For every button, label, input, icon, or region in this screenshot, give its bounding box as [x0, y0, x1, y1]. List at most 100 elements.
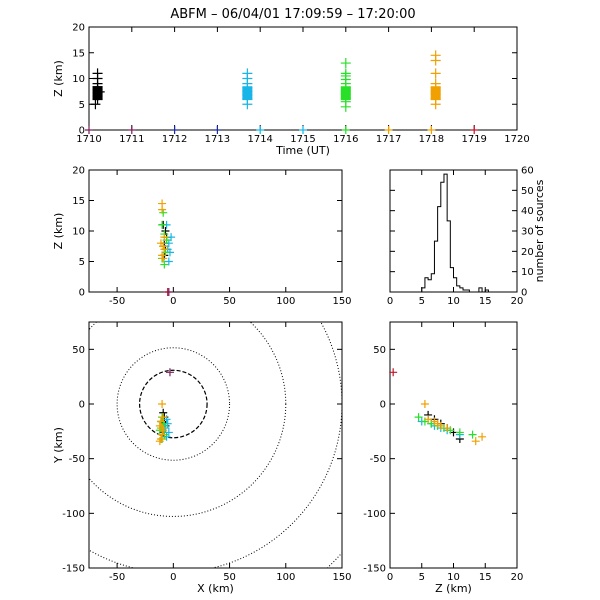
data-point — [430, 50, 441, 61]
data-point — [430, 78, 441, 89]
y-tick-label: 0 — [79, 288, 85, 299]
x-tick-label: 1714 — [247, 134, 272, 145]
data-point — [160, 233, 169, 242]
ground-marker — [164, 288, 173, 296]
y-tick-label: -150 — [62, 564, 85, 575]
x-tick-label: 5 — [419, 572, 425, 583]
ground-marker — [213, 126, 222, 134]
x-tick-label: 20 — [511, 296, 524, 307]
series-orange — [155, 400, 168, 446]
x-tick-label: -50 — [109, 572, 125, 583]
series-orange — [156, 199, 169, 263]
x-tick-label: 1716 — [333, 134, 358, 145]
x-tick-label: 1719 — [461, 134, 486, 145]
data-point — [164, 257, 173, 266]
x-tick-label: 1720 — [504, 134, 529, 145]
range-rings — [89, 322, 342, 568]
ground-marker — [85, 126, 93, 134]
y-tick-label: 5 — [79, 257, 85, 268]
data-point — [340, 58, 351, 69]
x-axis-title: Z (km) — [435, 582, 472, 595]
y-tick-label: 60 — [521, 166, 534, 177]
data-point — [430, 68, 441, 79]
x-tick-label: 1718 — [419, 134, 444, 145]
data-point — [158, 251, 167, 260]
y-axis-title: Z (km) — [52, 213, 65, 250]
x-tick-label: 0 — [387, 296, 393, 307]
y-tick-label: 50 — [72, 345, 85, 356]
x-tick-label: 100 — [276, 296, 295, 307]
y-tick-label: 15 — [72, 48, 85, 59]
y-tick-label: 10 — [72, 227, 85, 238]
panel-height_y: 0 5 10 15 20 -150 -100 -50 0 50 Z (km) — [363, 321, 523, 595]
y-tick-label: 10 — [72, 74, 85, 85]
y-tick-label: -150 — [363, 564, 386, 575]
x-tick-label: 50 — [223, 572, 236, 583]
figure-title: ABFM – 06/04/01 17:09:59 – 17:20:00 — [170, 7, 415, 22]
histogram-bar — [428, 280, 431, 292]
x-tick-label: 1711 — [119, 134, 144, 145]
data-point — [90, 99, 101, 110]
data-point — [471, 437, 480, 446]
y-tick-label: 40 — [521, 206, 534, 217]
y-tick-label: 10 — [521, 267, 534, 278]
x-tick-label: 1710 — [76, 134, 101, 145]
x-tick-label: 15 — [479, 296, 492, 307]
histogram-line — [390, 173, 517, 293]
series-black — [90, 68, 105, 110]
panel-time_height: 1710 1711 1712 1713 1714 1715 1716 1717 1718 1719… — [52, 23, 530, 158]
data-point — [158, 424, 167, 433]
ground-marker — [470, 126, 479, 134]
data-point — [158, 400, 167, 408]
ground-marker — [341, 126, 350, 134]
x-tick-label: 1715 — [290, 134, 315, 145]
x-tick-label: 100 — [276, 572, 295, 583]
data-point — [160, 260, 169, 269]
series-green — [340, 58, 351, 112]
x-tick-label: 0 — [387, 572, 393, 583]
y-axis-title: Y (km) — [52, 427, 65, 464]
axes-frame — [88, 26, 518, 131]
data-point — [455, 428, 464, 437]
axes-frame — [88, 169, 343, 293]
data-point — [158, 220, 167, 229]
ground-marker — [256, 126, 265, 134]
x-tick-label: 10 — [447, 572, 460, 583]
y-tick-label: 20 — [521, 247, 534, 258]
x-tick-label: 0 — [170, 296, 176, 307]
x-tick-label: 1712 — [162, 134, 187, 145]
ground-marker — [127, 126, 136, 134]
x-tick-label: 1717 — [376, 134, 401, 145]
data-point — [468, 430, 477, 439]
y-tick-label: -100 — [363, 509, 386, 520]
series-cyan — [242, 68, 253, 110]
data-point — [414, 413, 423, 422]
data-point — [424, 415, 433, 424]
range-ring — [89, 322, 287, 517]
x-tick-label: 1713 — [205, 134, 230, 145]
series-orange — [430, 50, 441, 110]
data-point — [167, 233, 176, 242]
y-tick-label: 0 — [79, 400, 85, 411]
x-axis-title: X (km) — [197, 582, 234, 595]
ground-marker — [299, 126, 307, 134]
x-axis-title: Time (UT) — [275, 144, 330, 157]
y-tick-label: 5 — [79, 100, 85, 111]
axes-frame — [389, 321, 518, 569]
axes-frame — [88, 321, 343, 569]
x-tick-label: 50 — [223, 296, 236, 307]
y-tick-label: -50 — [370, 454, 386, 465]
x-tick-label: 15 — [479, 572, 492, 583]
ground-marker — [170, 126, 179, 134]
data-point — [478, 432, 487, 441]
y-tick-label: 20 — [72, 23, 85, 34]
data-point — [164, 428, 173, 437]
x-tick-label: -50 — [109, 296, 125, 307]
range-ring — [89, 322, 342, 568]
data-point — [156, 239, 165, 248]
series-green — [414, 413, 477, 439]
data-point — [443, 424, 452, 433]
